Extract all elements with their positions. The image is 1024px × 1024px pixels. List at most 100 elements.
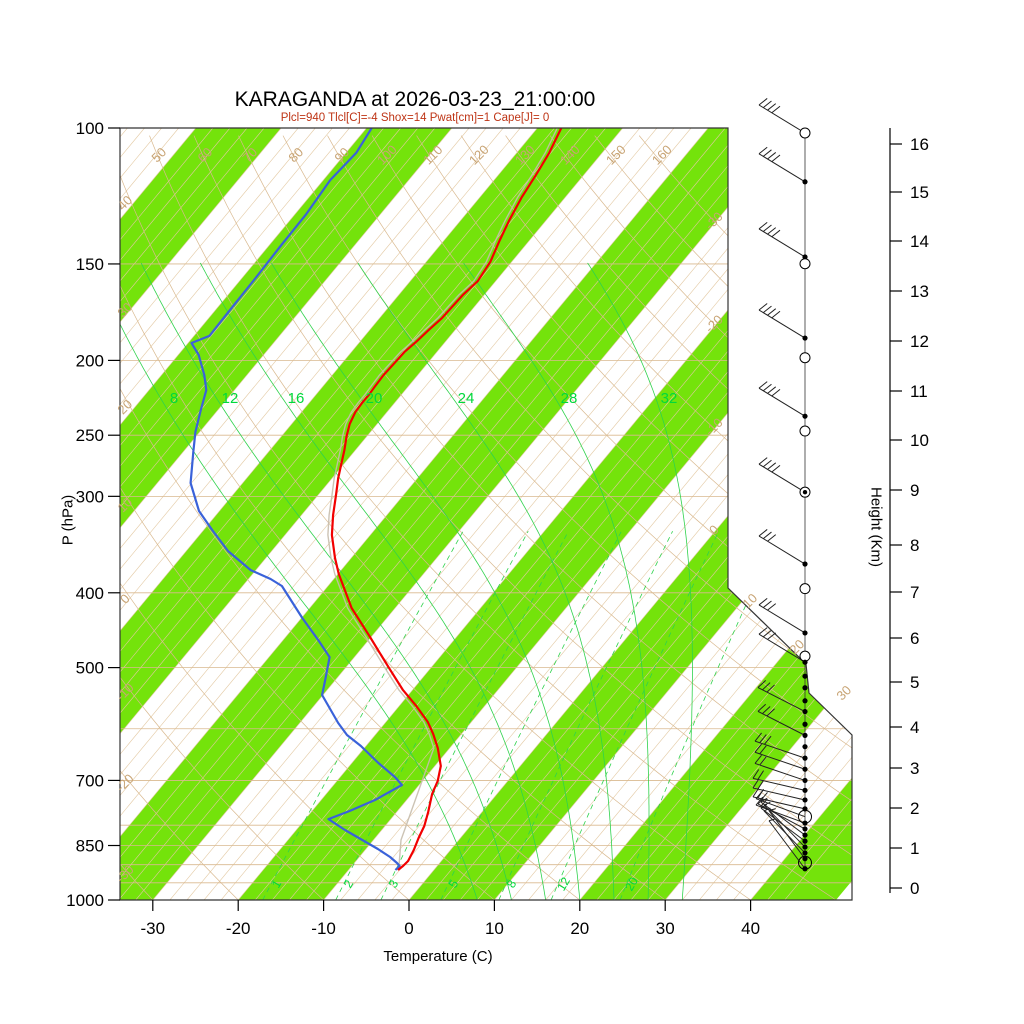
moist-adiabat-label: 20 — [366, 390, 383, 407]
left-axis-title: P (hPa) — [59, 494, 77, 546]
wind-barb-tick — [763, 801, 771, 806]
wind-barb-tick — [766, 708, 775, 717]
moist-adiabats — [120, 262, 693, 900]
wind-barb-staff — [763, 804, 806, 848]
wind-barb-tick — [757, 703, 767, 712]
pressure-tick-label: 850 — [76, 837, 104, 856]
wind-barb-tick — [771, 154, 781, 162]
wind-barb-tick — [760, 792, 768, 801]
temperature-curve — [330, 128, 563, 871]
sounding-indices: Plcl=940 Tlcl[C]=-4 Shox=14 Pwat[cm]=1 C… — [280, 112, 550, 124]
wind-barb-staff — [754, 762, 806, 781]
wind-level-dot — [802, 254, 808, 260]
wind-level-dot — [802, 755, 808, 761]
wind-barb-staff — [752, 777, 806, 791]
wind-barb-tick — [758, 146, 768, 155]
wind-barb-tick — [762, 305, 772, 314]
wind-barb-tick — [762, 383, 772, 392]
isotherm-label: 30 — [833, 682, 854, 703]
mixing-ratio-label: 20 — [622, 874, 641, 893]
wind-barb-tick — [759, 756, 767, 766]
wind-level-circle — [799, 127, 811, 139]
right-axis-title: Height (Km) — [867, 486, 885, 568]
wind-barb-tick — [755, 796, 764, 806]
height-tick-label: 1 — [910, 839, 919, 858]
temperature-tick-label: 40 — [741, 919, 760, 938]
moist-adiabat-label: 16 — [288, 390, 305, 407]
wind-level-dot — [802, 673, 808, 679]
temperature-tick-label: 30 — [656, 919, 675, 938]
wind-barb-tick — [767, 632, 777, 640]
moist-adiabat-label: 24 — [458, 390, 475, 407]
wind-barb-tick — [767, 227, 777, 235]
wind-level-dot — [802, 335, 808, 341]
wind-barb-tick — [771, 389, 781, 397]
wind-barb-tick — [767, 603, 777, 611]
wind-level-dot — [802, 630, 808, 636]
pressure-tick-label: 400 — [76, 584, 104, 603]
wind-barb-tick — [762, 100, 772, 108]
temperature-tick-label: 20 — [570, 919, 589, 938]
wind-barb-tick — [767, 386, 777, 394]
wind-barb-staff — [758, 633, 806, 663]
wind-barb-tick — [758, 529, 768, 537]
wind-barb-tick — [759, 745, 767, 755]
moist-adiabat-label: 8 — [170, 390, 178, 407]
temperature-tick-label: -10 — [311, 919, 336, 938]
height-tick-label: 2 — [910, 799, 919, 818]
wind-barb-tick — [754, 732, 762, 742]
height-tick-label: 5 — [910, 673, 919, 692]
plot-border — [119, 127, 853, 901]
wind-barb-tick — [757, 779, 765, 790]
wind-barb-tick — [758, 221, 768, 230]
wind-level-dot — [802, 797, 808, 803]
green-band — [579, 128, 852, 900]
pressure-tick-label: 100 — [76, 119, 104, 138]
wind-barb-tick — [771, 229, 781, 238]
wind-barb-tick — [762, 706, 771, 715]
mixing-ratio-label: 3 — [386, 877, 402, 890]
wind-barb-tick — [752, 787, 760, 798]
wind-barb-tick — [754, 743, 762, 753]
wind-barb-column — [752, 98, 812, 872]
wind-barb-tick — [771, 465, 781, 473]
wind-barb-tick — [758, 381, 768, 389]
height-tick-label: 4 — [910, 718, 919, 737]
wind-level-dot — [802, 820, 808, 826]
wind-level-dot — [802, 732, 808, 738]
wind-barb-tick — [760, 803, 768, 809]
mixing-ratio-label: 2 — [341, 877, 357, 890]
wind-barb-tick — [763, 807, 771, 812]
wind-barb-staff — [758, 309, 806, 339]
wind-barb-staff — [758, 604, 806, 634]
wind-barb-staff — [758, 463, 806, 493]
wind-barb-tick — [767, 534, 777, 542]
wind-barb-staff — [758, 228, 806, 258]
wind-barb-tick — [767, 462, 777, 470]
pressure-tick-label: 300 — [76, 487, 104, 506]
wind-barb-tick — [755, 790, 764, 800]
wind-barb-tick — [762, 149, 772, 157]
isotherm-label: 10 — [739, 590, 760, 611]
wind-level-circle — [799, 425, 811, 437]
wind-barb-staff — [754, 751, 806, 770]
pressure-tick-label: 1000 — [66, 891, 104, 910]
height-tick-label: 7 — [910, 583, 919, 602]
wind-level-dot — [802, 698, 808, 704]
dry-adiabat-label: 120 — [466, 142, 492, 168]
height-tick-label: 12 — [910, 332, 929, 351]
wind-level-circle — [799, 583, 811, 595]
wind-barb-tick — [759, 734, 767, 744]
wind-barb-staff — [758, 153, 806, 183]
wind-barb-tick — [768, 808, 776, 812]
wind-level-dot — [802, 685, 808, 691]
wind-barb-tick — [762, 531, 772, 540]
wind-barb-tick — [757, 798, 764, 805]
wind-level-dot — [802, 777, 808, 784]
wind-level-dot — [802, 766, 808, 772]
pressure-tick-label: 150 — [76, 255, 104, 274]
page-title: KARAGANDA at 2026-03-23_21:00:00 — [234, 88, 596, 111]
x-axis-title: Temperature (C) — [383, 948, 493, 965]
